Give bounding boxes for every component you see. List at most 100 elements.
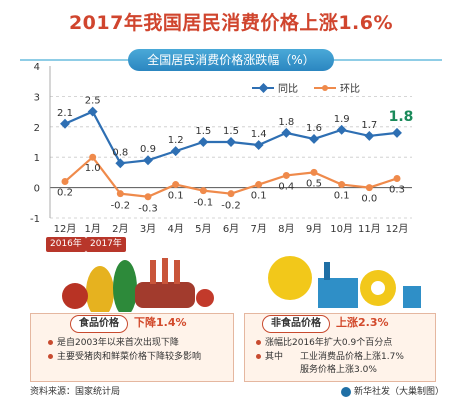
x-tick-label: 2月: [112, 223, 128, 235]
data-label: 0.1: [334, 191, 350, 202]
data-label: 0.8: [112, 147, 128, 158]
data-label: 0.9: [140, 144, 156, 155]
legend-label-1: 环比: [340, 83, 360, 95]
data-point: [281, 127, 292, 138]
y-tick-label: 4: [34, 62, 40, 73]
data-point: [89, 153, 97, 161]
chart-subtitle: 全国居民消费价格涨跌幅（%）: [128, 49, 334, 71]
cucumber-icon: [113, 260, 137, 312]
data-point: [143, 155, 153, 166]
food-panel: [30, 313, 234, 382]
data-point: [116, 190, 124, 198]
meat-icon: [135, 282, 195, 308]
industry-illustration: [268, 256, 421, 308]
data-point: [227, 190, 235, 198]
footer: 资料来源：国家统计局 新华社发（大巢制图）: [0, 381, 462, 400]
y-tick-label: 0: [34, 184, 40, 195]
data-label: -0.3: [138, 204, 158, 215]
nonfood-bullet-1: 涨幅比2016年扩大0.9个百分点: [256, 337, 392, 349]
data-point: [393, 174, 401, 182]
data-point: [309, 134, 319, 144]
x-tick-label: 5月: [195, 223, 211, 235]
source-text: 资料来源：国家统计局: [30, 387, 121, 397]
data-label: 1.5: [195, 126, 211, 137]
data-label: 0.2: [57, 188, 73, 199]
food-label: 食品价格: [70, 315, 128, 333]
data-point: [364, 130, 375, 141]
credit-text: 新华社发（大巢制图）: [340, 384, 444, 397]
nonfood-value: 上涨2.3%: [336, 316, 389, 329]
food-value: 下降1.4%: [134, 316, 187, 329]
nonfood-bullet-3: 工业消费品价格上涨1.7%: [300, 352, 404, 362]
data-label: 0.0: [361, 194, 377, 205]
x-tick-label: 8月: [278, 223, 294, 235]
lightbulb-icon: [268, 256, 312, 300]
data-label: 1.9: [334, 114, 350, 125]
data-point: [172, 181, 180, 189]
x-tick-label: 6月: [223, 223, 239, 235]
data-point: [61, 178, 69, 186]
subtitle-bar: 全国居民消费价格涨跌幅（%）: [0, 49, 462, 71]
data-point: [199, 187, 207, 195]
data-label: 0.3: [389, 184, 405, 195]
data-label: 1.2: [168, 135, 184, 146]
data-label: -0.2: [221, 201, 241, 212]
data-label: 1.0: [85, 163, 101, 174]
x-tick-label: 11月: [358, 223, 381, 235]
data-point: [282, 171, 290, 179]
data-label: 1.8: [389, 109, 414, 125]
data-label: 1.4: [251, 129, 267, 140]
year-tag-2016: 2016年: [46, 237, 86, 252]
x-tick-label: 4月: [167, 223, 183, 235]
line-chart: -1 0 1 2 3 4 12月 1月 2月 3月 4月 5月 6月 7月 8月 9月 10月 11月 12月 2.1…: [30, 62, 414, 235]
y-tick-label: 2: [34, 123, 40, 134]
legend-label-0: 同比: [278, 83, 298, 95]
y-tick-label: 3: [34, 92, 40, 103]
factory-icon: [318, 278, 358, 308]
data-label: 1.5: [223, 126, 239, 137]
x-tick-label: 12月: [386, 223, 409, 235]
legend-marker: [258, 83, 269, 93]
y-tick-label: -1: [30, 214, 40, 225]
data-point: [255, 181, 263, 189]
data-label: 1.7: [361, 120, 377, 131]
nonfood-bullet-4: 服务价格上涨3.0%: [300, 365, 377, 375]
data-point: [226, 137, 236, 147]
data-point: [60, 118, 70, 129]
x-tick-label: 3月: [140, 223, 156, 235]
x-tick-label: 10月: [330, 223, 353, 235]
food-bullet-2: 主要受猪肉和鲜菜价格下降较多影响: [48, 351, 224, 363]
nonfood-bullet-2: 其中: [256, 351, 283, 363]
data-point: [144, 193, 152, 201]
data-point: [170, 146, 181, 157]
data-label: 2.1: [57, 108, 73, 119]
x-tick-label: 1月: [84, 223, 100, 235]
food-illustration: [62, 258, 214, 312]
tomato-icon: [196, 289, 214, 307]
data-point: [310, 168, 318, 176]
data-label: 0.1: [251, 191, 267, 202]
data-label: 0.5: [306, 178, 322, 189]
x-tick-label: 9月: [306, 223, 322, 235]
data-point: [87, 106, 98, 117]
data-point: [338, 181, 346, 189]
data-point: [365, 184, 373, 192]
nonfood-label: 非食品价格: [262, 315, 330, 333]
data-point: [392, 127, 402, 138]
chart-title: 2017年我国居民消费价格上涨1.6%: [68, 12, 394, 34]
data-label: -0.2: [111, 201, 131, 212]
y-tick-label: 1: [34, 153, 40, 164]
data-label: 1.6: [306, 123, 322, 134]
data-label: 1.8: [278, 117, 294, 128]
data-point: [198, 137, 209, 147]
legend-marker: [322, 85, 328, 91]
pepper-icon: [62, 283, 88, 309]
x-tick-label: 12月: [54, 223, 77, 235]
corn-icon: [86, 266, 114, 312]
data-point: [253, 140, 264, 150]
year-tag-2017: 2017年: [86, 237, 126, 252]
data-point: [115, 158, 126, 169]
data-label: 2.5: [85, 96, 101, 107]
food-bullet-1: 是自2003年以来首次出现下降: [48, 337, 179, 349]
data-point: [336, 124, 347, 135]
